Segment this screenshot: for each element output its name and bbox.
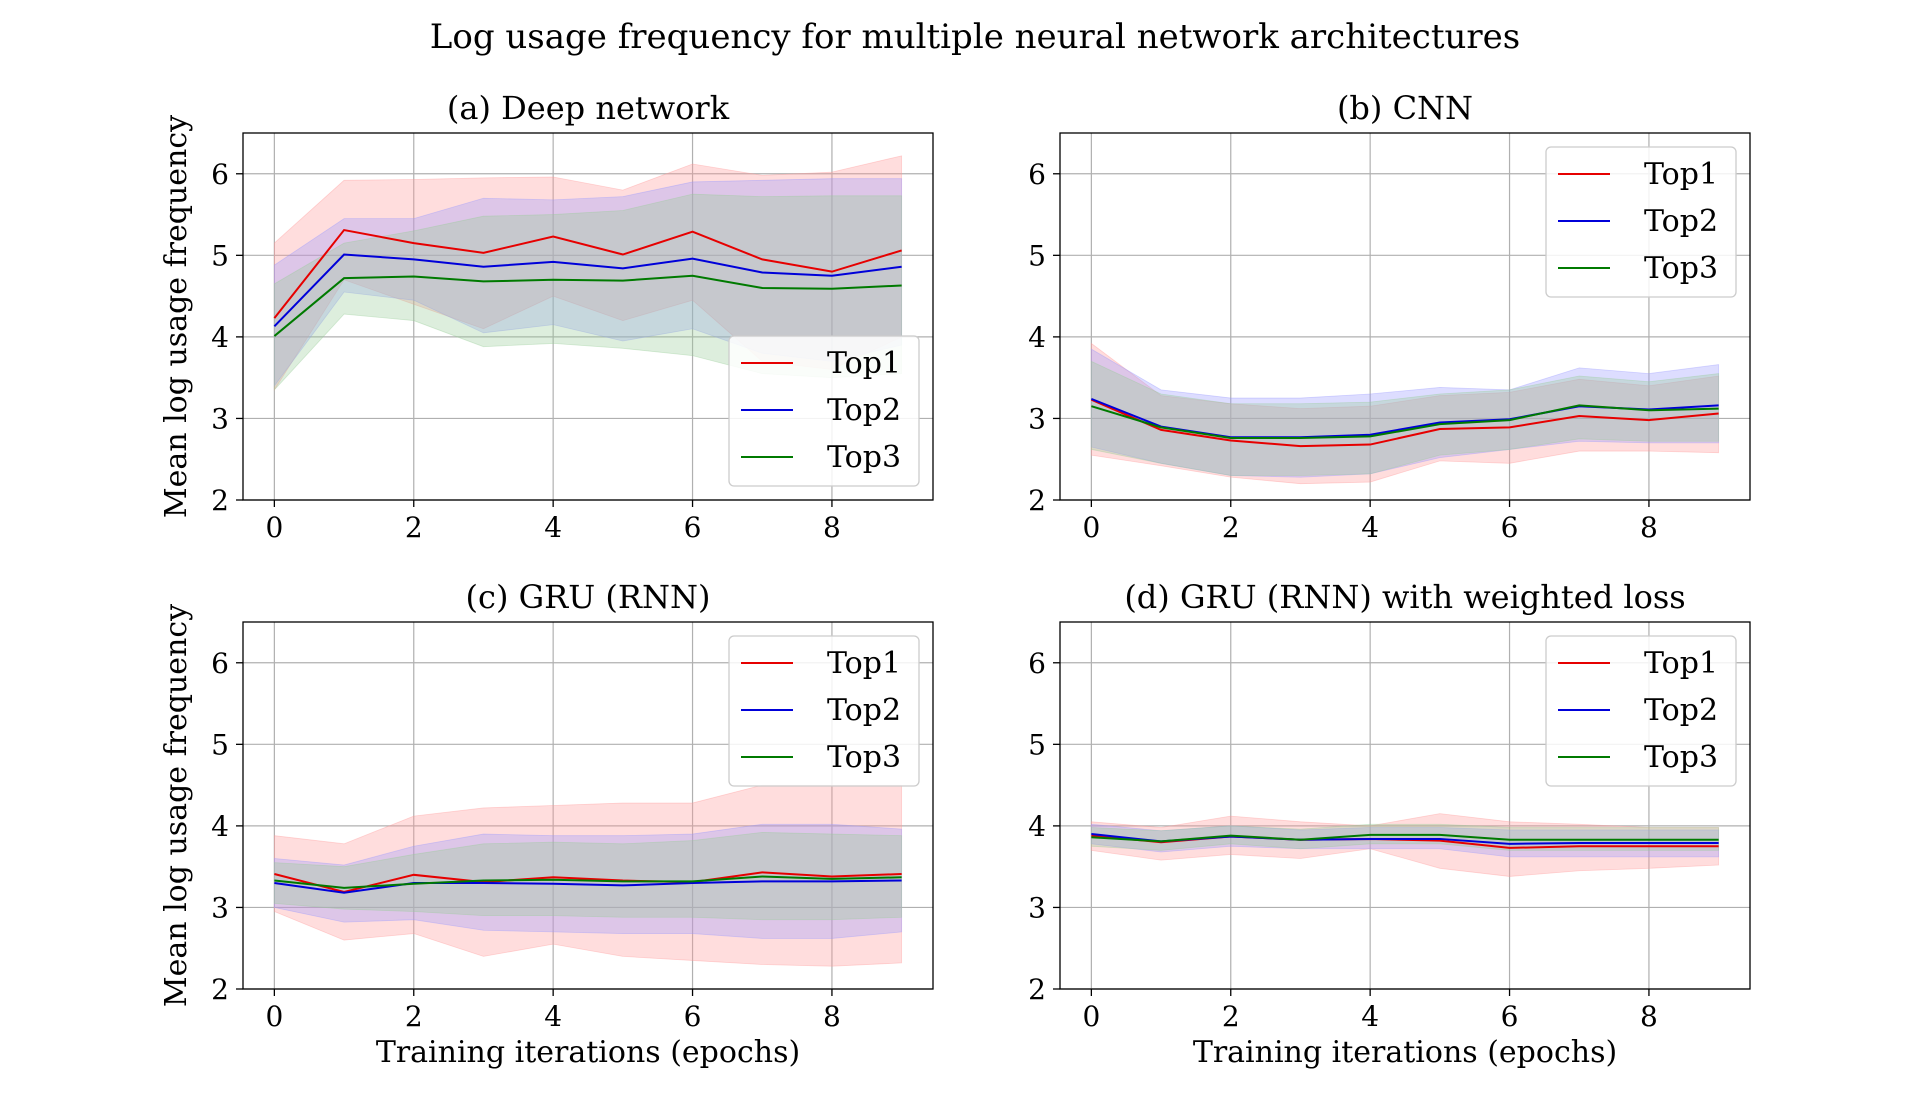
x-tick-label: 0 xyxy=(265,511,283,544)
x-axis-label: Training iterations (epochs) xyxy=(1193,1035,1617,1070)
x-tick-label: 6 xyxy=(684,511,702,544)
y-tick-label: 5 xyxy=(211,239,229,272)
band-top1 xyxy=(1090,342,1720,485)
series-line-top3 xyxy=(1091,404,1719,440)
legend: Top1 Top2 Top3 xyxy=(728,635,920,787)
legend-label-top2: Top2 xyxy=(1644,204,1718,239)
band-top3 xyxy=(273,832,903,921)
legend-label-top2: Top2 xyxy=(827,393,901,428)
band-top2 xyxy=(1090,348,1720,478)
axes-frame xyxy=(242,621,934,990)
y-axis-label: Mean log usage frequency xyxy=(159,115,194,518)
axes-frame xyxy=(1059,621,1751,990)
y-tick-label: 5 xyxy=(1028,728,1046,761)
legend-label-top1: Top1 xyxy=(827,646,901,681)
legend-box xyxy=(1545,635,1737,787)
band-top1 xyxy=(273,784,903,967)
panel-gru-rnn: 0 2 4 6 8 2 3 4 5 6 (c) GRU (RNN) Training iteratio… xyxy=(159,578,934,1070)
y-tick-label: 2 xyxy=(211,973,229,1006)
x-tick-label: 4 xyxy=(1361,1000,1379,1033)
x-tick-label: 6 xyxy=(684,1000,702,1033)
x-tick-label: 2 xyxy=(1222,1000,1240,1033)
legend-label-top1: Top1 xyxy=(827,346,901,381)
y-tick-label: 3 xyxy=(211,402,229,435)
x-tick-label: 4 xyxy=(544,511,562,544)
y-tick-label: 4 xyxy=(1028,810,1046,843)
x-tick-label: 0 xyxy=(265,1000,283,1033)
series-line-top3 xyxy=(273,274,902,337)
x-tick-label: 0 xyxy=(1082,511,1100,544)
x-tick-label: 2 xyxy=(405,511,423,544)
x-tick-label: 6 xyxy=(1501,511,1519,544)
legend-label-top1: Top1 xyxy=(1644,157,1718,192)
x-tick-label: 4 xyxy=(1361,511,1379,544)
legend: Top1 Top2 Top3 xyxy=(1545,635,1737,787)
y-tick-label: 6 xyxy=(211,647,229,680)
legend-label-top2: Top2 xyxy=(827,693,901,728)
plot-area xyxy=(273,155,903,392)
plot-area xyxy=(273,784,903,967)
panel-title: (a) Deep network xyxy=(447,89,730,127)
y-axis-label: Mean log usage frequency xyxy=(159,604,194,1007)
y-tick-label: 6 xyxy=(211,158,229,191)
y-tick-label: 2 xyxy=(1028,973,1046,1006)
legend-label-top3: Top3 xyxy=(1644,251,1718,286)
legend-label-top2: Top2 xyxy=(1644,693,1718,728)
y-tick-label: 2 xyxy=(211,484,229,517)
y-tick-label: 4 xyxy=(1028,321,1046,354)
series-line-top2 xyxy=(274,879,902,894)
series-line-top3 xyxy=(1091,833,1719,843)
panel-gru-rnn-weighted-loss: 0 2 4 6 8 2 3 4 5 6 (d) GRU (RNN) with weighted lo… xyxy=(1028,578,1751,1070)
axes-frame xyxy=(242,132,934,501)
series-line-top2 xyxy=(273,253,902,327)
x-tick-label: 2 xyxy=(405,1000,423,1033)
x-tick-label: 8 xyxy=(823,511,841,544)
panel-title: (d) GRU (RNN) with weighted loss xyxy=(1124,578,1685,616)
x-tick-label: 8 xyxy=(1640,1000,1658,1033)
x-tick-label: 4 xyxy=(544,1000,562,1033)
y-tick-label: 4 xyxy=(211,810,229,843)
legend-label-top1: Top1 xyxy=(1644,646,1718,681)
series-line-top3 xyxy=(274,875,902,889)
band-top3 xyxy=(1090,360,1720,476)
legend: Top1 Top2 Top3 xyxy=(1545,146,1737,298)
y-tick-label: 6 xyxy=(1028,158,1046,191)
x-axis-label: Training iterations (epochs) xyxy=(376,1035,800,1070)
series-line-top1 xyxy=(273,228,902,319)
x-tick-label: 8 xyxy=(1640,511,1658,544)
axes-frame xyxy=(1059,132,1751,501)
y-tick-label: 3 xyxy=(211,891,229,924)
figure-title: Log usage frequency for multiple neural … xyxy=(430,17,1520,57)
series-line-top1 xyxy=(274,871,902,893)
panel-title: (c) GRU (RNN) xyxy=(466,578,711,616)
panel-deep-network: 0 2 4 6 8 2 3 4 5 6 (a) Deep network Mean log usage… xyxy=(159,89,934,544)
x-tick-label: 8 xyxy=(823,1000,841,1033)
legend: Top1 Top2 Top3 xyxy=(728,335,920,487)
y-tick-label: 6 xyxy=(1028,647,1046,680)
x-tick-label: 2 xyxy=(1222,511,1240,544)
y-tick-label: 4 xyxy=(211,321,229,354)
y-tick-label: 3 xyxy=(1028,402,1046,435)
legend-box xyxy=(728,335,920,487)
x-tick-label: 6 xyxy=(1501,1000,1519,1033)
y-tick-label: 3 xyxy=(1028,891,1046,924)
legend-label-top3: Top3 xyxy=(827,740,901,775)
legend-label-top3: Top3 xyxy=(827,440,901,475)
plot-area xyxy=(1090,813,1720,877)
x-tick-label: 0 xyxy=(1082,1000,1100,1033)
legend-label-top3: Top3 xyxy=(1644,740,1718,775)
panel-cnn: 0 2 4 6 8 2 3 4 5 6 (b) CNN Top1 Top2 Top3 xyxy=(1028,89,1751,544)
series-line-top1 xyxy=(1090,398,1719,448)
y-tick-label: 2 xyxy=(1028,484,1046,517)
y-tick-label: 5 xyxy=(211,728,229,761)
panel-title: (b) CNN xyxy=(1337,89,1473,127)
legend-box xyxy=(728,635,920,787)
plot-area xyxy=(1090,342,1720,485)
y-tick-label: 5 xyxy=(1028,239,1046,272)
band-top1 xyxy=(1090,813,1720,877)
legend-box xyxy=(1545,146,1737,298)
